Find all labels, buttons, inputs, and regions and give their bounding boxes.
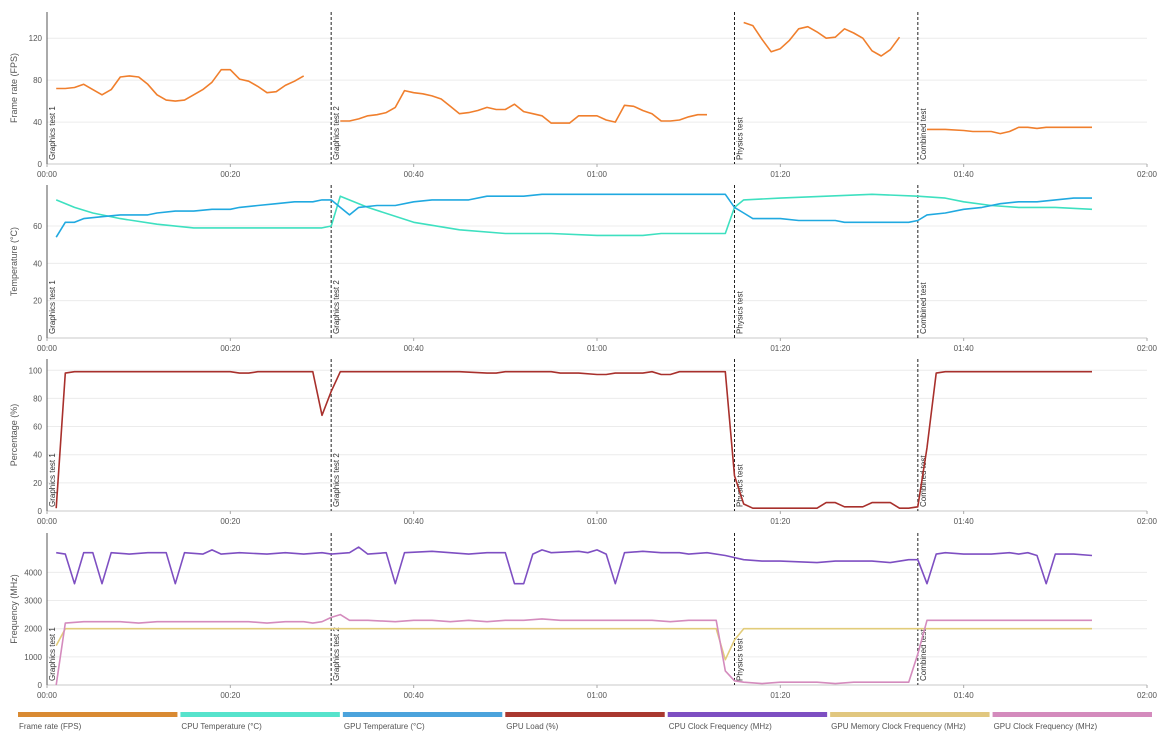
marker-label-1-2: Physics test: [736, 291, 745, 334]
legend-swatch-6: [992, 712, 1152, 717]
x-tick-label-0-3: 01:00: [587, 170, 608, 179]
x-tick-label-0-4: 01:20: [770, 170, 791, 179]
y-tick-label-3-1: 1000: [24, 653, 42, 662]
marker-label-1-0: Graphics test 1: [48, 280, 57, 334]
marker-label-1-1: Graphics test 2: [332, 280, 341, 334]
y-tick-label-3-4: 4000: [24, 568, 42, 577]
marker-label-0-1: Graphics test 2: [332, 106, 341, 160]
x-tick-label-2-3: 01:00: [587, 517, 608, 526]
x-tick-label-2-1: 00:20: [220, 517, 241, 526]
y-tick-label-2-5: 100: [29, 366, 43, 375]
marker-label-0-2: Physics test: [736, 117, 745, 160]
y-tick-label-1-0: 0: [38, 334, 43, 343]
y-tick-label-2-2: 40: [33, 451, 42, 460]
legend-label-6: GPU Clock Frequency (MHz): [994, 722, 1098, 731]
y-tick-label-2-4: 80: [33, 394, 42, 403]
x-tick-label-0-1: 00:20: [220, 170, 241, 179]
y-tick-label-1-2: 40: [33, 259, 42, 268]
y-tick-label-1-3: 60: [33, 222, 42, 231]
y-tick-label-2-3: 60: [33, 423, 42, 432]
x-tick-label-3-3: 01:00: [587, 691, 608, 700]
marker-label-3-2: Physics test: [736, 638, 745, 681]
legend-label-2: GPU Temperature (°C): [344, 722, 425, 731]
series-line-0-0-3: [927, 126, 1092, 135]
x-tick-label-3-5: 01:40: [954, 691, 975, 700]
x-tick-label-2-6: 02:00: [1137, 517, 1158, 526]
marker-label-0-0: Graphics test 1: [48, 106, 57, 160]
x-tick-label-2-2: 00:40: [404, 517, 425, 526]
x-tick-label-3-4: 01:20: [770, 691, 791, 700]
legend-swatch-0: [18, 712, 178, 717]
x-tick-label-0-6: 02:00: [1137, 170, 1158, 179]
series-line-1-1-0: [55, 193, 1092, 238]
x-tick-label-3-0: 00:00: [37, 691, 58, 700]
x-tick-label-1-3: 01:00: [587, 344, 608, 353]
legend-label-5: GPU Memory Clock Frequency (MHz): [831, 722, 966, 731]
legend-label-4: CPU Clock Frequency (MHz): [669, 722, 772, 731]
y-tick-label-0-2: 80: [33, 76, 42, 85]
x-tick-label-1-1: 00:20: [220, 344, 241, 353]
x-tick-label-2-5: 01:40: [954, 517, 975, 526]
series-line-2-0-0: [55, 370, 1092, 509]
x-tick-label-0-2: 00:40: [404, 170, 425, 179]
series-line-0-0-2: [743, 21, 901, 57]
y-tick-label-3-0: 0: [38, 681, 43, 690]
y-tick-label-3-2: 2000: [24, 625, 42, 634]
legend-swatch-5: [830, 712, 990, 717]
x-tick-label-3-2: 00:40: [404, 691, 425, 700]
x-tick-label-2-4: 01:20: [770, 517, 791, 526]
marker-label-1-3: Combined test: [919, 282, 928, 334]
series-line-0-0-1: [340, 89, 707, 124]
legend-label-0: Frame rate (FPS): [19, 722, 82, 731]
marker-label-3-1: Graphics test 2: [332, 627, 341, 681]
series-line-1-0-0: [55, 193, 1093, 237]
legend-swatch-1: [180, 712, 340, 717]
x-tick-label-3-6: 02:00: [1137, 691, 1158, 700]
legend-label-3: GPU Load (%): [506, 722, 558, 731]
series-line-3-2-0: [55, 613, 1092, 686]
legend-swatch-3: [505, 712, 665, 717]
y-axis-label-3: Frequency (MHz): [9, 574, 19, 644]
series-line-3-1-0: [55, 627, 1092, 661]
y-tick-label-2-1: 20: [33, 479, 42, 488]
legend-swatch-2: [342, 712, 503, 717]
x-tick-label-0-0: 00:00: [37, 170, 58, 179]
series-line-3-0-0: [56, 546, 1093, 585]
x-tick-label-0-5: 01:40: [954, 170, 975, 179]
marker-label-3-3: Combined test: [919, 629, 928, 681]
legend-swatch-4: [667, 712, 828, 717]
x-tick-label-3-1: 00:20: [220, 691, 241, 700]
marker-label-2-0: Graphics test 1: [48, 453, 57, 507]
y-tick-label-2-0: 0: [38, 507, 43, 516]
x-tick-label-1-2: 00:40: [404, 344, 425, 353]
x-tick-label-1-5: 01:40: [954, 344, 975, 353]
marker-label-3-0: Graphics test 1: [48, 627, 57, 681]
y-tick-label-0-1: 40: [33, 118, 42, 127]
y-axis-label-0: Frame rate (FPS): [9, 53, 19, 123]
series-line-0-0-0: [56, 68, 305, 102]
marker-label-2-3: Combined test: [919, 455, 928, 507]
x-tick-label-1-4: 01:20: [770, 344, 791, 353]
y-tick-label-1-1: 20: [33, 297, 42, 306]
marker-label-0-3: Combined test: [919, 108, 928, 160]
x-tick-label-2-0: 00:00: [37, 517, 58, 526]
x-tick-label-1-6: 02:00: [1137, 344, 1158, 353]
marker-label-2-1: Graphics test 2: [332, 453, 341, 507]
y-tick-label-0-0: 0: [38, 160, 43, 169]
y-tick-label-3-3: 3000: [24, 597, 42, 606]
y-axis-label-2: Percentage (%): [9, 404, 19, 467]
marker-label-2-2: Physics test: [736, 464, 745, 507]
x-tick-label-1-0: 00:00: [37, 344, 58, 353]
legend-label-1: CPU Temperature (°C): [181, 722, 262, 731]
y-axis-label-1: Temperature (°C): [9, 227, 19, 296]
y-tick-label-0-3: 120: [29, 34, 43, 43]
